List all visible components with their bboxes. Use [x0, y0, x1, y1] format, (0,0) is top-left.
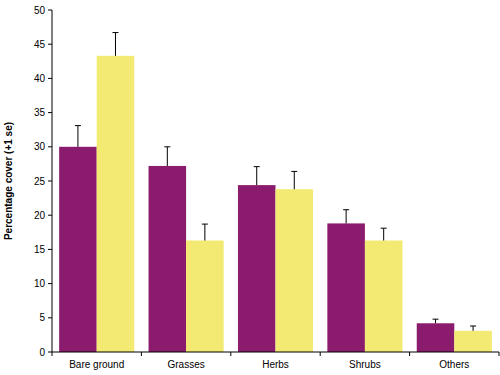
chart: 0 5 10 15 20 25 30 35 40 45 50 Bare ground Grasses He…	[0, 0, 500, 375]
y-tick	[48, 112, 52, 113]
y-tick-label: 50	[34, 5, 46, 16]
y-tick	[48, 146, 52, 147]
error-bar	[470, 326, 476, 331]
y-tick	[48, 215, 52, 216]
y-axis-label: Percentage cover (+1 se)	[3, 122, 14, 240]
bar	[149, 166, 187, 352]
error-bar	[254, 167, 260, 185]
y-tick-label: 25	[34, 176, 46, 187]
x-tick-label: Others	[439, 359, 469, 370]
error-line	[256, 167, 257, 185]
bar	[276, 189, 314, 352]
x-axis	[52, 352, 499, 353]
error-line	[383, 228, 384, 240]
bar	[454, 331, 492, 352]
error-line	[204, 224, 205, 240]
x-tick	[230, 352, 231, 356]
error-bar	[343, 210, 349, 224]
error-bar	[112, 33, 118, 56]
y-tick-label: 30	[34, 141, 46, 152]
y-tick-label: 0	[39, 347, 45, 358]
error-cap	[470, 326, 476, 327]
y-tick	[48, 283, 52, 284]
y-tick	[48, 44, 52, 45]
bar	[59, 147, 97, 352]
error-cap	[433, 319, 439, 320]
error-line	[473, 326, 474, 331]
bar	[417, 323, 455, 352]
y-tick	[48, 249, 52, 250]
y-tick-label: 45	[34, 39, 46, 50]
x-tick	[141, 352, 142, 356]
error-cap	[164, 146, 170, 147]
marks	[59, 33, 492, 352]
error-cap	[75, 125, 81, 126]
x-tick-label: Bare ground	[69, 359, 124, 370]
error-line	[115, 33, 116, 56]
y-tick	[48, 10, 52, 11]
y-tick	[48, 181, 52, 182]
error-bar	[381, 228, 387, 240]
bar	[365, 241, 403, 352]
error-cap	[381, 228, 387, 229]
error-bar	[202, 224, 208, 240]
error-line	[346, 210, 347, 224]
x-tick	[52, 352, 53, 356]
y-tick-label: 40	[34, 73, 46, 84]
y-tick	[48, 317, 52, 318]
bar	[97, 56, 135, 352]
error-line	[294, 171, 295, 189]
y-tick	[48, 78, 52, 79]
error-line	[435, 319, 436, 323]
y-tick-label: 10	[34, 278, 46, 289]
x-tick-label: Herbs	[262, 359, 289, 370]
bar	[238, 185, 276, 352]
error-bar	[75, 126, 81, 147]
error-line	[167, 147, 168, 166]
x-tick-label: Shrubs	[349, 359, 381, 370]
error-line	[77, 126, 78, 147]
x-tick-label: Grasses	[167, 359, 204, 370]
error-bar	[291, 171, 297, 189]
y-tick-label: 15	[34, 244, 46, 255]
x-tick	[320, 352, 321, 356]
x-tick	[409, 352, 410, 356]
y-tick-label: 20	[34, 210, 46, 221]
y-tick	[48, 352, 52, 353]
bar	[327, 223, 365, 352]
error-bar	[164, 147, 170, 166]
y-tick-label: 35	[34, 107, 46, 118]
error-cap	[202, 224, 208, 225]
y-tick-label: 5	[39, 312, 45, 323]
x-tick	[499, 352, 500, 356]
error-cap	[254, 166, 260, 167]
error-cap	[112, 32, 118, 33]
error-bar	[433, 319, 439, 323]
error-cap	[343, 209, 349, 210]
bar	[186, 241, 224, 352]
error-cap	[291, 171, 297, 172]
